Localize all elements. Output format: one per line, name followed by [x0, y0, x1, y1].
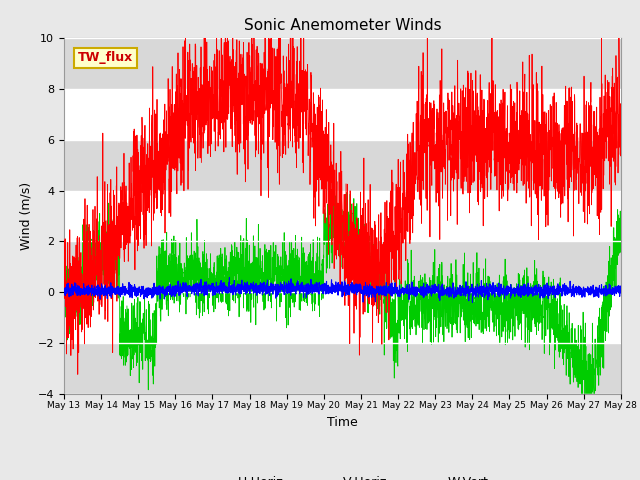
Bar [64, 140, 621, 191]
Bar [64, 38, 621, 89]
Y-axis label: Wind (m/s): Wind (m/s) [19, 182, 32, 250]
Title: Sonic Anemometer Winds: Sonic Anemometer Winds [244, 18, 441, 33]
X-axis label: Time: Time [327, 416, 358, 429]
Bar [64, 241, 621, 292]
Bar [64, 343, 621, 394]
Text: TW_flux: TW_flux [78, 51, 133, 64]
Legend: U-Horiz, V-Horiz, W-Vert: U-Horiz, V-Horiz, W-Vert [191, 471, 493, 480]
